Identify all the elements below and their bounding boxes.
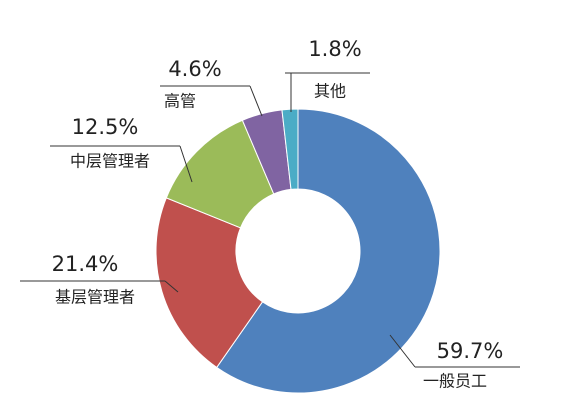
value-label: 21.4% [52, 252, 119, 276]
leader-line [50, 145, 193, 183]
category-label: 中层管理者 [70, 152, 150, 171]
leader-line [20, 280, 179, 293]
donut-slice [216, 108, 441, 394]
value-label: 4.6% [168, 57, 221, 81]
value-label: 12.5% [72, 115, 139, 139]
leader-line [389, 334, 520, 368]
value-label: 59.7% [437, 339, 504, 363]
category-label: 高管 [164, 92, 196, 111]
value-label: 1.8% [308, 37, 361, 61]
leader-line [285, 72, 370, 112]
category-label: 一般员工 [423, 372, 487, 391]
category-label: 基层管理者 [55, 288, 135, 307]
category-label: 其他 [314, 82, 346, 101]
donut-slice [281, 108, 299, 190]
donut-slice [155, 197, 264, 369]
leader-line [160, 85, 263, 117]
